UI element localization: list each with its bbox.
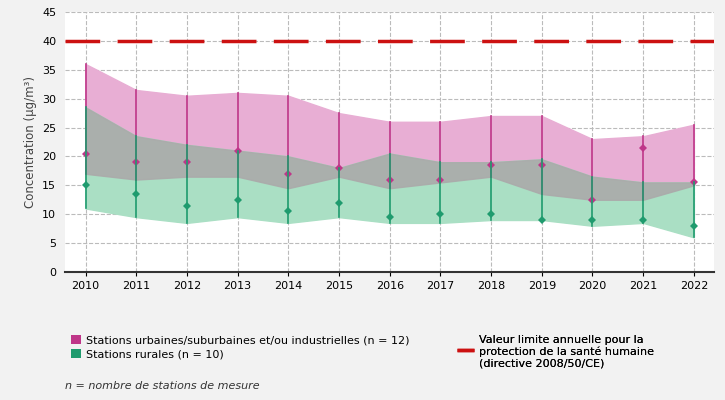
Text: n = nombre de stations de mesure: n = nombre de stations de mesure	[65, 381, 260, 391]
Legend: Valeur limite annuelle pour la
protection de la santé humaine
(directive 2008/50: Valeur limite annuelle pour la protectio…	[457, 335, 654, 368]
Y-axis label: Concentration (µg/m³): Concentration (µg/m³)	[23, 76, 36, 208]
